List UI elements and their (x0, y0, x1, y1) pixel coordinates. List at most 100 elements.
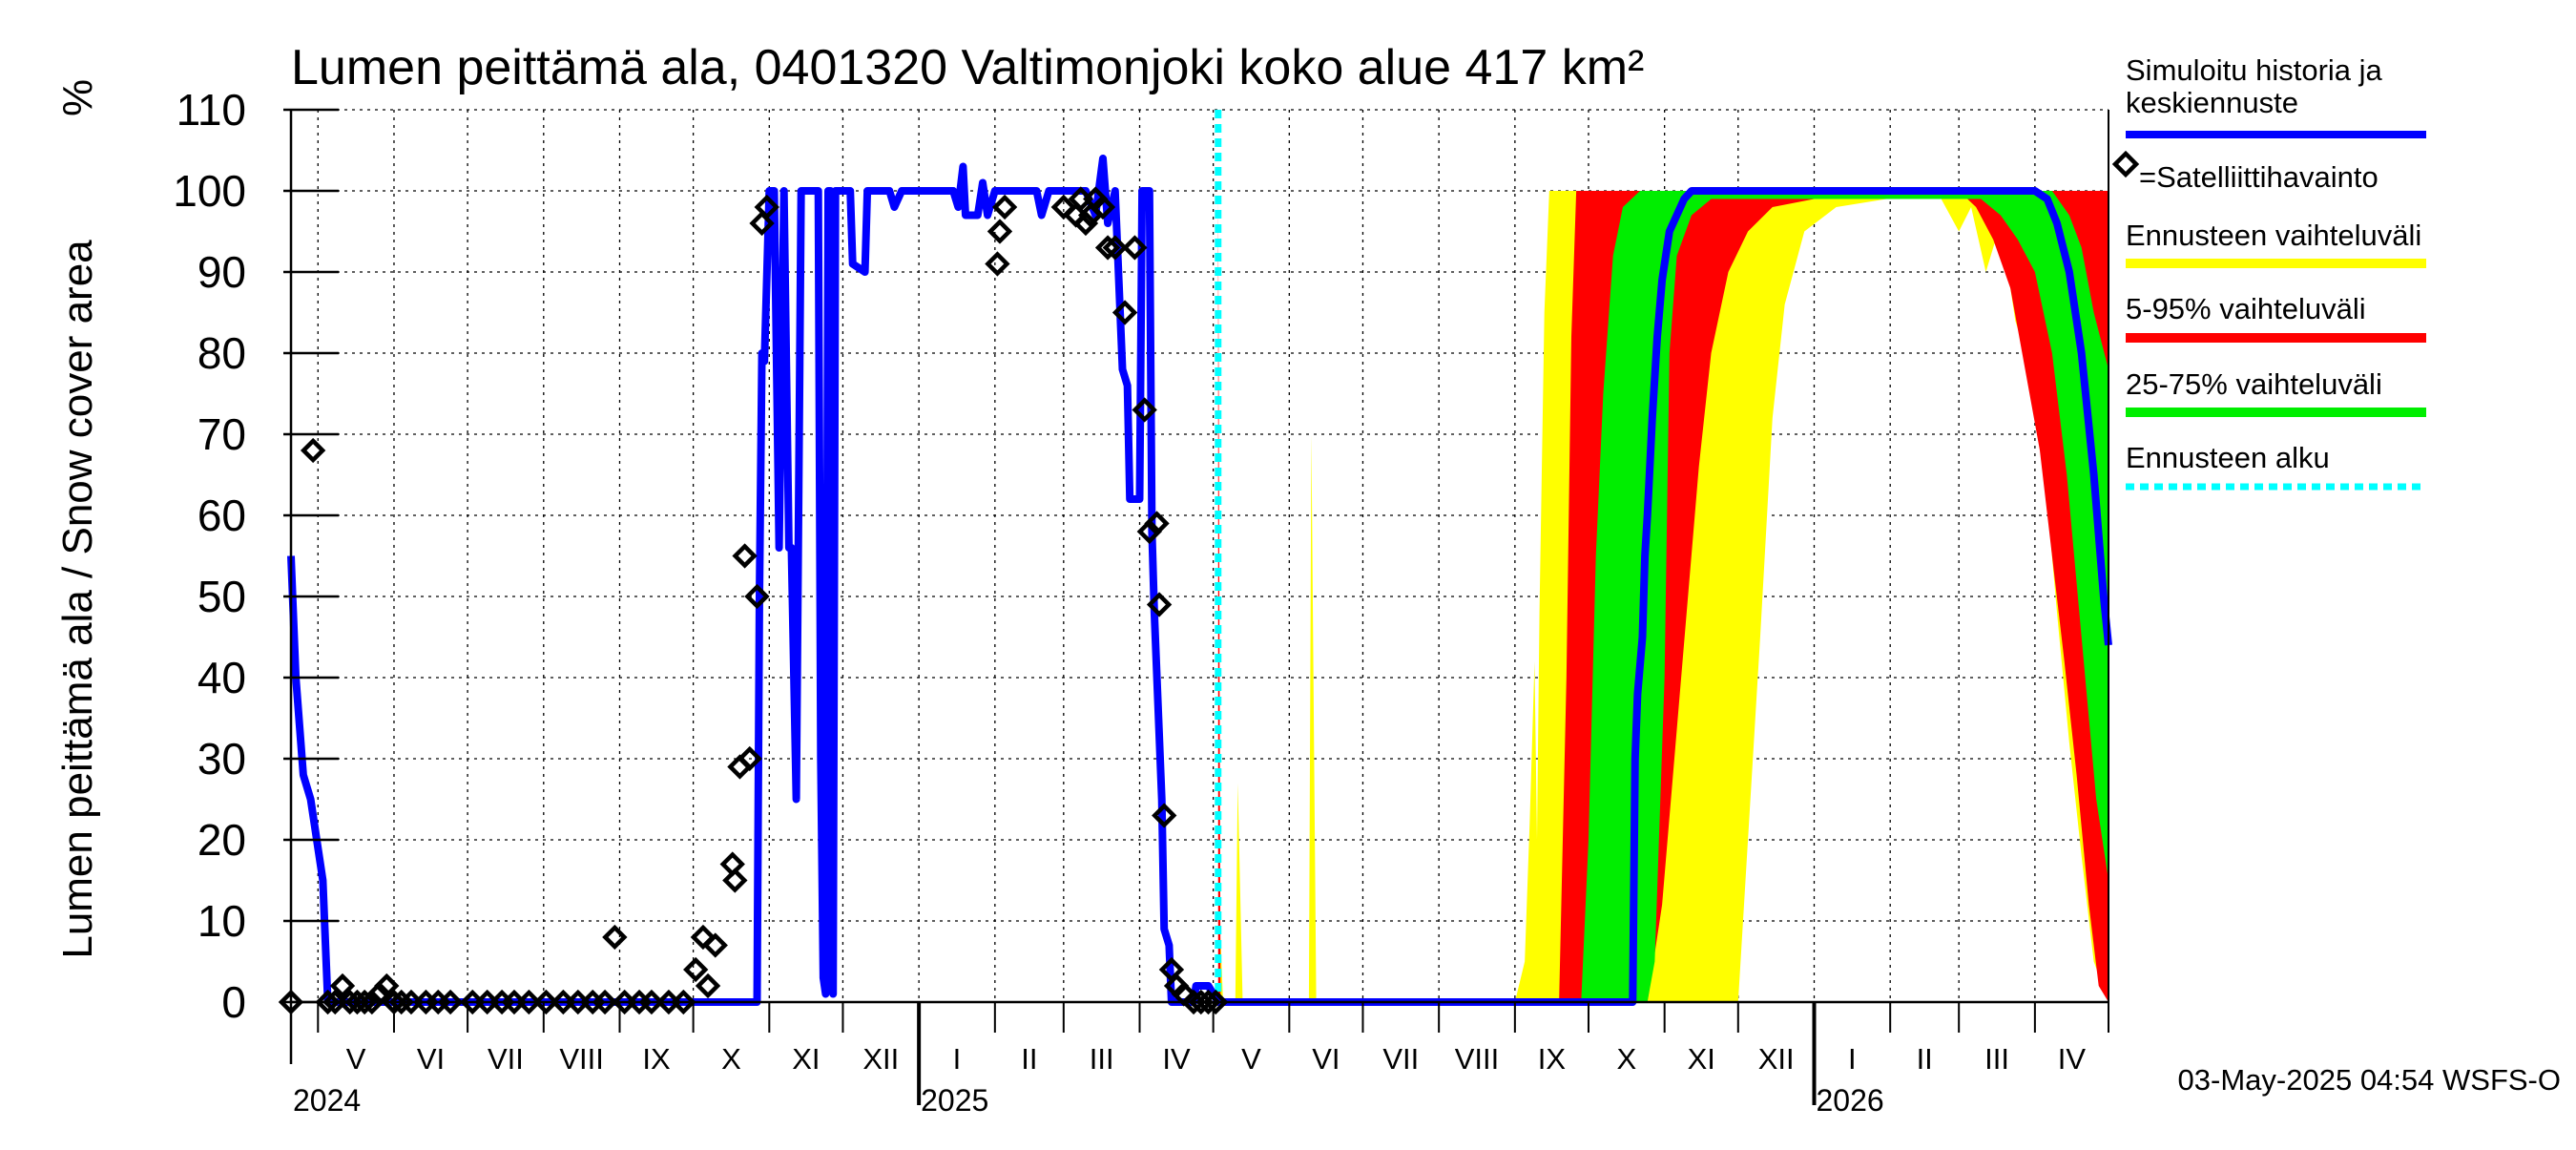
year-label: 2026 (1816, 1083, 1883, 1118)
month-label: IX (642, 1042, 671, 1076)
series-line (287, 155, 2112, 1006)
observation-point (516, 989, 542, 1015)
month-label: III (1984, 1042, 2009, 1076)
y-tick-label: 90 (197, 247, 246, 297)
observation-point (1203, 989, 1229, 1015)
observation-point (1102, 235, 1128, 261)
observation-point (1136, 518, 1162, 545)
month-label: II (1021, 1042, 1037, 1076)
observation-point (1144, 511, 1170, 536)
y-tick-label: 30 (197, 734, 246, 784)
month-label: XI (792, 1042, 820, 1076)
month-label: IV (1162, 1042, 1191, 1076)
month-label: V (1241, 1042, 1261, 1076)
observation-point (749, 210, 775, 237)
year-label: 2025 (921, 1083, 988, 1118)
observation-point (722, 868, 748, 893)
observation-point (533, 989, 559, 1015)
y-tick-label: 20 (197, 815, 246, 865)
y-axis-label: Lumen peittämä ala / Snow cover area (54, 240, 101, 959)
observation-point (1050, 194, 1076, 220)
y-tick-label: 100 (173, 166, 246, 216)
month-label: XII (1758, 1042, 1795, 1076)
month-label: I (953, 1042, 962, 1076)
observation-point (374, 972, 400, 999)
month-label: II (1917, 1042, 1933, 1076)
chart-title: Lumen peittämä ala, 0401320 Valtimonjoki… (291, 40, 1644, 95)
observation-point (987, 219, 1013, 244)
month-label: I (1848, 1042, 1857, 1076)
observation-point (683, 956, 709, 983)
month-label: XII (862, 1042, 899, 1076)
grid-layer (291, 109, 2109, 1003)
y-tick-label: 60 (197, 491, 246, 540)
month-label: V (346, 1042, 366, 1076)
timestamp-footer: 03-May-2025 04:54 WSFS-O (2178, 1063, 2561, 1097)
month-label: IV (2058, 1042, 2087, 1076)
legend-label: 25-75% vaihteluväli (2126, 367, 2382, 401)
month-label: VIII (559, 1042, 604, 1076)
observation-point (602, 924, 628, 951)
year-label: 2024 (293, 1083, 361, 1118)
legend-label: Ennusteen vaihteluväli (2126, 219, 2421, 252)
observation-point (1132, 397, 1157, 423)
legend-label: 5-95% vaihteluväli (2126, 292, 2366, 325)
legend-label: Ennusteen alku (2126, 441, 2330, 474)
forecast-bands (1217, 191, 2109, 1002)
observation-point (744, 583, 770, 610)
observation-point (1146, 592, 1173, 617)
observation-point (732, 543, 758, 569)
observation-point (985, 251, 1010, 277)
observation-point (366, 981, 392, 1007)
observation-point (1094, 235, 1121, 261)
y-tick-label: 80 (197, 328, 246, 378)
y-tick-label: 40 (197, 653, 246, 702)
month-label: VII (488, 1042, 524, 1076)
observation-point (437, 989, 464, 1015)
month-label: III (1090, 1042, 1114, 1076)
observation-point (695, 972, 721, 999)
observation-point (592, 989, 618, 1015)
observation-point (1072, 210, 1099, 237)
observation-point (991, 194, 1018, 220)
y-tick-label: 10 (197, 896, 246, 946)
observation-point (702, 932, 728, 958)
observation-point (1122, 235, 1148, 261)
series-layer (278, 110, 2112, 1015)
y-tick-label: 110 (177, 85, 246, 135)
observation-point (329, 972, 356, 999)
month-label: XI (1688, 1042, 1715, 1076)
observation-point (1111, 300, 1138, 325)
observation-point (300, 437, 326, 464)
legend-marker-diamond (2111, 150, 2140, 178)
observation-point (737, 745, 762, 772)
y-tick-label: 50 (197, 572, 246, 621)
observation-point (638, 989, 665, 1015)
observation-point (351, 989, 378, 1015)
observation-point (1090, 194, 1116, 220)
month-label: VI (417, 1042, 445, 1076)
legend-label: Simuloitu historia ja (2126, 53, 2383, 87)
y-tick-label: 0 (221, 977, 246, 1027)
observation-point (359, 989, 385, 1015)
month-label: VIII (1455, 1042, 1500, 1076)
observation-point (754, 194, 779, 220)
month-label: VII (1382, 1042, 1419, 1076)
month-label: X (1616, 1042, 1636, 1076)
month-label: VI (1312, 1042, 1340, 1076)
legend-label: keskiennuste (2126, 86, 2298, 119)
month-label: IX (1538, 1042, 1567, 1076)
observation-point (690, 924, 717, 951)
observation-point (671, 989, 696, 1015)
legend-label: =Satelliittihavainto (2139, 160, 2379, 194)
observation-point (315, 989, 341, 1015)
observation-point (1195, 989, 1221, 1015)
observation-point (1152, 803, 1177, 828)
month-label: X (721, 1042, 741, 1076)
y-axis-unit: % (54, 79, 101, 116)
y-tick-label: 70 (197, 409, 246, 459)
